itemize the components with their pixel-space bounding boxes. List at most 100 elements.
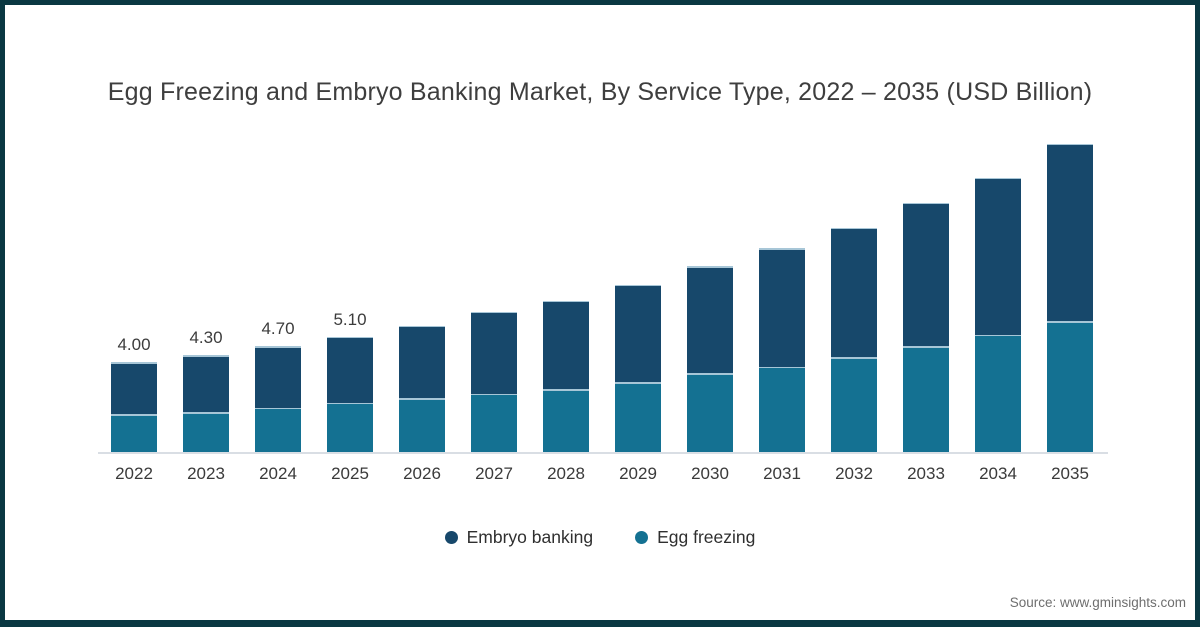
segment-edge — [327, 336, 373, 339]
egg-freezing-segment-2024 — [255, 409, 301, 453]
bar-2034 — [975, 133, 1021, 453]
egg-freezing-segment-2023 — [183, 413, 229, 453]
segment-edge — [543, 389, 589, 391]
egg-freezing-segment-2025 — [327, 404, 373, 453]
x-axis-label-2035: 2035 — [1051, 464, 1089, 483]
x-axis-line — [98, 452, 1108, 454]
egg-freezing-segment-2029 — [615, 383, 661, 453]
egg-freezing-segment-2030 — [687, 374, 733, 453]
chart-title: Egg Freezing and Embryo Banking Market, … — [107, 78, 1093, 106]
segment-edge — [543, 300, 589, 303]
segment-edge — [975, 334, 1021, 337]
segment-edge — [111, 414, 157, 416]
bar-2029 — [615, 133, 661, 453]
egg-freezing-segment-2032 — [831, 358, 877, 453]
x-axis-label-2031: 2031 — [763, 464, 801, 483]
x-axis-label-2033: 2033 — [907, 464, 945, 483]
x-axis-label-2027: 2027 — [475, 464, 513, 483]
embryo-banking-segment-2030 — [687, 267, 733, 374]
segment-edge — [183, 355, 229, 357]
bar-2033 — [903, 133, 949, 453]
segment-edge — [183, 412, 229, 414]
source-attribution: Source: www.gminsights.com — [1009, 595, 1186, 610]
egg-freezing-segment-2035 — [1047, 322, 1093, 453]
x-axis-label-2024: 2024 — [259, 464, 297, 483]
egg-freezing-segment-2034 — [975, 336, 1021, 453]
legend-label: Embryo banking — [466, 527, 594, 547]
egg-freezing-segment-2033 — [903, 347, 949, 453]
segment-edge — [831, 227, 877, 230]
legend-label: Egg freezing — [657, 527, 756, 547]
segment-edge — [975, 177, 1021, 180]
segment-edge — [255, 407, 301, 409]
x-axis-label-2023: 2023 — [187, 464, 225, 483]
bar-2027 — [471, 133, 517, 453]
legend-dot-icon — [444, 531, 458, 544]
segment-edge — [471, 393, 517, 396]
egg-freezing-segment-2022 — [111, 415, 157, 453]
bar-2030 — [687, 133, 733, 453]
segment-edge — [399, 325, 445, 328]
bar-2032 — [831, 133, 877, 453]
segment-edge — [399, 398, 445, 400]
segment-edge — [1047, 321, 1093, 323]
embryo-banking-segment-2033 — [903, 204, 949, 347]
bar-total-label-2025: 5.10 — [333, 309, 367, 329]
segment-edge — [831, 357, 877, 359]
bar-total-label-2022: 4.00 — [117, 335, 151, 354]
egg-freezing-segment-2026 — [399, 399, 445, 453]
x-axis-label-2026: 2026 — [403, 464, 441, 483]
segment-edge — [903, 202, 949, 205]
embryo-banking-segment-2035 — [1047, 145, 1093, 322]
bar-2035 — [1047, 133, 1093, 453]
segment-edge — [615, 382, 661, 384]
bar-total-label-2024: 4.70 — [261, 319, 295, 339]
egg-freezing-segment-2031 — [759, 368, 805, 453]
bar-2026 — [399, 133, 445, 453]
segment-edge — [255, 346, 301, 348]
chart-legend: Embryo banking Egg freezing — [0, 527, 1200, 548]
x-axis-label-2034: 2034 — [979, 464, 1017, 483]
embryo-banking-segment-2026 — [399, 327, 445, 399]
segment-edge — [687, 266, 733, 268]
embryo-banking-segment-2034 — [975, 179, 1021, 335]
bars-container: 4.00 4.30 4.70 5.10 — [98, 133, 1108, 453]
egg-freezing-segment-2027 — [471, 395, 517, 453]
embryo-banking-segment-2029 — [615, 286, 661, 383]
segment-edge — [111, 362, 157, 364]
bar-2031 — [759, 133, 805, 453]
segment-edge — [1047, 143, 1093, 146]
segment-edge — [759, 366, 805, 369]
x-axis-label-2030: 2030 — [691, 464, 729, 483]
legend-item-embryo-banking: Embryo banking — [444, 527, 594, 548]
segment-edge — [471, 311, 517, 314]
bar-2028 — [543, 133, 589, 453]
x-axis-labels: 2022 2023 2024 2025 2026 2027 2028 2029 2030 2031… — [98, 464, 1108, 484]
embryo-banking-segment-2022 — [111, 363, 157, 415]
embryo-banking-segment-2025 — [327, 338, 373, 403]
x-axis-label-2025: 2025 — [331, 464, 369, 483]
egg-freezing-segment-2028 — [543, 390, 589, 453]
segment-edge — [759, 248, 805, 250]
bar-2023: 4.30 — [183, 133, 229, 453]
embryo-banking-segment-2023 — [183, 356, 229, 413]
segment-edge — [903, 346, 949, 348]
bar-2025: 5.10 — [327, 133, 373, 453]
x-axis-label-2029: 2029 — [619, 464, 657, 483]
x-axis-label-2032: 2032 — [835, 464, 873, 483]
segment-edge — [687, 373, 733, 375]
plot-area: 4.00 4.30 4.70 5.10 — [98, 133, 1108, 454]
embryo-banking-segment-2028 — [543, 302, 589, 390]
legend-dot-icon — [635, 531, 649, 544]
embryo-banking-segment-2024 — [255, 347, 301, 408]
embryo-banking-segment-2031 — [759, 249, 805, 367]
segment-edge — [327, 402, 373, 405]
x-axis-label-2022: 2022 — [115, 464, 153, 483]
embryo-banking-segment-2027 — [471, 313, 517, 394]
bar-total-label-2023: 4.30 — [189, 328, 223, 348]
x-axis-label-2028: 2028 — [547, 464, 585, 483]
embryo-banking-segment-2032 — [831, 229, 877, 358]
bar-2022: 4.00 — [111, 133, 157, 453]
legend-item-egg-freezing: Egg freezing — [635, 527, 755, 548]
